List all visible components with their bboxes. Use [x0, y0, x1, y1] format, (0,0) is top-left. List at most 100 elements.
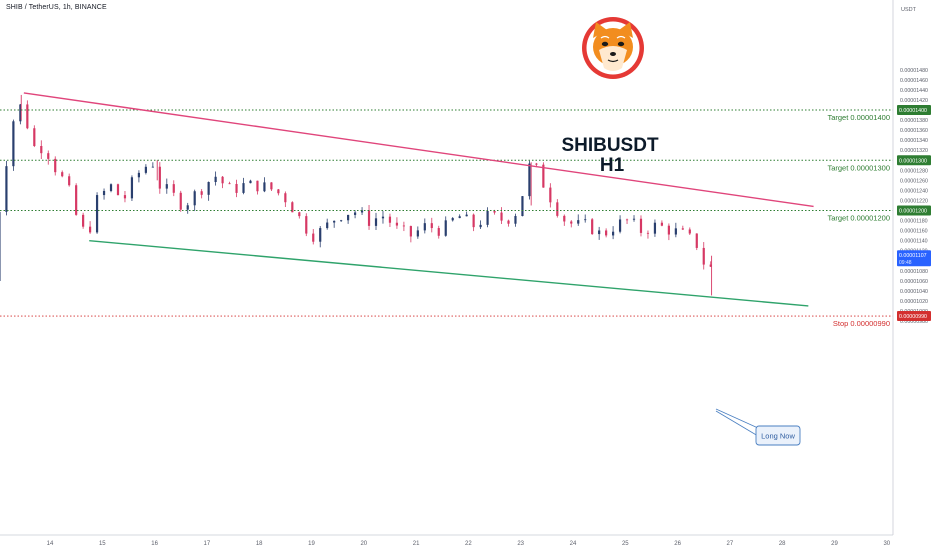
candle-body [68, 176, 71, 186]
level-tag-label: 0.00001200 [899, 209, 927, 215]
price-axis[interactable]: USDT 0.00001480 0.00001460 0.00001440 0.0000… [892, 0, 932, 550]
candle-body [326, 222, 329, 229]
candle-body [193, 191, 196, 206]
logo-left-ear [593, 22, 607, 38]
candle-body [242, 183, 245, 193]
candle-body [61, 172, 64, 177]
candle-body [702, 247, 705, 265]
candle-body [388, 216, 392, 223]
candle-body [186, 205, 189, 210]
candle-body [577, 220, 580, 224]
candle-body [26, 104, 29, 129]
logo-left-eye [601, 41, 609, 47]
candle-body [458, 216, 461, 219]
candle-body [0, 211, 1, 281]
logo-mouth [607, 59, 619, 63]
candle-body [256, 180, 259, 192]
y-tick-label: 0.00001040 [900, 289, 928, 295]
logo-right-eye [617, 41, 625, 47]
y-tick-label: 0.00001020 [900, 299, 928, 305]
candle-body [158, 166, 161, 189]
x-tick-label: 17 [204, 541, 211, 547]
candle-body [47, 153, 50, 159]
candle-body [632, 218, 636, 220]
candle-body [40, 146, 43, 154]
level-label: Target 0.00001400 [827, 113, 890, 122]
callout-label: Long Now [761, 432, 795, 441]
candle-body [695, 233, 698, 248]
y-tick-label: 0.00001160 [900, 229, 928, 235]
candle-body [33, 128, 36, 147]
candle-body [235, 183, 238, 193]
candle-body [144, 166, 147, 173]
x-tick-label: 16 [151, 541, 158, 547]
x-tick-label: 18 [256, 541, 263, 547]
candle-body [507, 220, 510, 224]
candle-body [514, 216, 517, 224]
candle-body [360, 210, 364, 213]
candle-body [102, 190, 106, 196]
candle-body [605, 230, 608, 236]
candle-body [451, 218, 454, 221]
callout-box[interactable] [755, 425, 801, 446]
candle-body [625, 219, 629, 221]
candle-body [277, 189, 280, 194]
candle-body [381, 216, 385, 219]
trendline-resistance[interactable] [23, 92, 814, 208]
x-tick-label: 25 [622, 541, 629, 547]
candle-body [347, 214, 350, 221]
candle-body [674, 228, 677, 235]
x-tick-label: 21 [413, 541, 420, 547]
level-tag [897, 155, 931, 166]
candle-body [353, 212, 357, 215]
logo-right-ear [619, 22, 633, 38]
candle-body [151, 166, 154, 168]
plot-background [0, 0, 893, 535]
level-tag-label: 0.00001400 [899, 108, 927, 114]
candle-body [437, 228, 440, 236]
level-tag-label: 0.00000990 [899, 314, 927, 320]
logo-nose [610, 52, 616, 56]
candle-body [305, 216, 308, 234]
candle-body [340, 220, 343, 222]
candle-body [228, 183, 231, 185]
candle-body [395, 222, 399, 226]
candle-body [493, 210, 496, 213]
current-price-timer: 09:48 [899, 260, 912, 266]
level-tag [897, 105, 931, 115]
current-price-label: 0.00001107 [899, 253, 927, 259]
candle-body [472, 214, 475, 228]
candle-body [291, 202, 294, 213]
x-tick-label: 15 [99, 541, 106, 547]
trendline-support[interactable] [89, 239, 809, 307]
y-tick-label: 0.00000980 [900, 319, 928, 325]
y-tick-label: 0.00001440 [900, 88, 928, 94]
y-tick-label: 0.00001480 [900, 68, 928, 74]
y-tick-label: 0.00001360 [900, 128, 928, 134]
candle-body [584, 219, 587, 221]
candle-body [479, 224, 482, 228]
candle-body [570, 221, 573, 224]
level-label: Target 0.00001200 [827, 214, 890, 223]
candle-body [416, 230, 419, 237]
x-tick-label: 24 [570, 541, 577, 547]
candle-body [535, 163, 538, 165]
time-axis[interactable]: 14 15 16 17 18 19 20 21 22 23 24 25 26 27 28 29 30 [0, 534, 893, 547]
candle-body [263, 182, 266, 192]
candle-body [430, 223, 433, 229]
candle-body [82, 214, 85, 227]
levels-layer: Target 0.00001400 Target 0.00001300 Target… [0, 109, 893, 328]
candle-body [542, 164, 545, 188]
candle-body [521, 196, 524, 217]
y-tick-label: 0.00001060 [900, 279, 928, 285]
candle-body [123, 195, 127, 199]
level-tag [897, 205, 931, 216]
candle-body [207, 182, 210, 195]
candles-layer [0, 94, 713, 296]
x-tick-label: 26 [674, 541, 681, 547]
candle-body [130, 177, 134, 199]
candle-body [367, 210, 371, 226]
callout-pointer [715, 408, 759, 429]
